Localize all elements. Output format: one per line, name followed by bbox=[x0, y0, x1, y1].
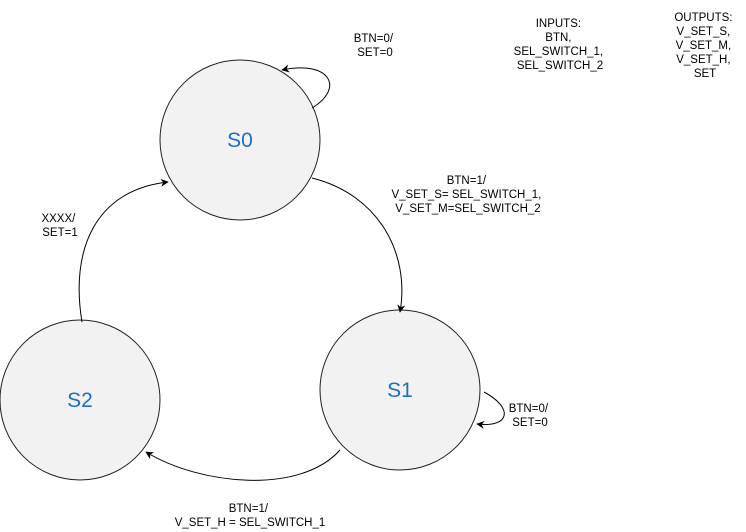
label-s2-to-s0: XXXX/ SET=1 bbox=[41, 213, 78, 239]
edge-s1-self bbox=[476, 391, 505, 429]
label-s0-self: BTN=0/ SET=0 bbox=[354, 33, 397, 59]
label-s1-self: BTN=0/ SET=0 bbox=[509, 403, 552, 429]
state-s1-label: S1 bbox=[387, 379, 413, 402]
edge-s0-self bbox=[281, 64, 331, 109]
state-s2[interactable]: S2 bbox=[0, 319, 161, 481]
label-s0-to-s1: BTN=1/ V_SET_S= SEL_SWITCH_1, V_SET_M=SE… bbox=[391, 175, 544, 215]
edge-s2-to-s0 bbox=[78, 178, 169, 323]
outputs-block: OUTPUTS: V_SET_S, V_SET_M, V_SET_H, SET bbox=[674, 12, 735, 80]
state-s2-circle bbox=[0, 319, 161, 481]
inputs-block: INPUTS: BTN, SEL_SWITCH_1, SEL_SWITCH_2 bbox=[514, 18, 607, 72]
label-s1-to-s2: BTN=1/ V_SET_H = SEL_SWITCH_1 bbox=[175, 503, 326, 529]
state-s2-label: S2 bbox=[67, 389, 93, 412]
state-s0[interactable]: S0 bbox=[159, 59, 321, 221]
state-s1[interactable]: S1 bbox=[319, 309, 481, 471]
state-s0-label: S0 bbox=[227, 129, 253, 152]
state-s0-circle bbox=[159, 59, 321, 221]
edge-s1-to-s2 bbox=[145, 449, 341, 481]
edge-s0-to-s1 bbox=[311, 177, 406, 313]
